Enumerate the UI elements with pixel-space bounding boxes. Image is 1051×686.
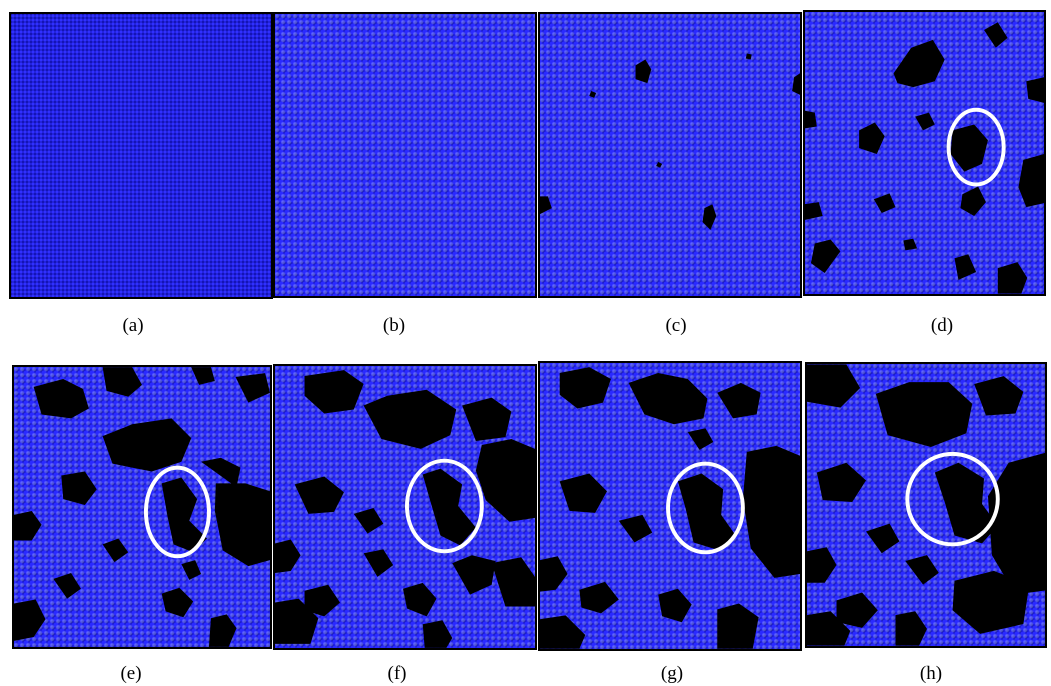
panel-g-image [538, 361, 802, 651]
panel-c-image [538, 12, 802, 298]
caption-g: (g) [660, 663, 684, 684]
panel-d-image [803, 10, 1046, 296]
panel-h-image [805, 362, 1047, 648]
panel-a-image [9, 12, 273, 299]
panel-c-voids [540, 53, 800, 230]
highlight-ring [405, 458, 484, 554]
caption-b: (b) [382, 315, 406, 336]
panel-g-voids [540, 367, 800, 649]
caption-h: (h) [919, 663, 943, 684]
caption-c: (c) [665, 315, 687, 336]
highlight-ring [905, 451, 1000, 547]
panel-d-voids [805, 22, 1044, 294]
caption-e: (e) [120, 663, 142, 684]
caption-f: (f) [387, 663, 407, 684]
highlight-ring [666, 461, 745, 555]
panel-f-voids [275, 370, 535, 648]
highlight-ring [143, 465, 211, 559]
panel-b-image [273, 12, 537, 298]
caption-a: (a) [122, 315, 144, 336]
panel-f-image [273, 364, 537, 650]
caption-d: (d) [930, 315, 954, 336]
panel-e-voids [14, 367, 270, 647]
panel-h-voids [807, 364, 1045, 646]
highlight-ring [946, 107, 1006, 187]
panel-e-image [12, 365, 272, 649]
